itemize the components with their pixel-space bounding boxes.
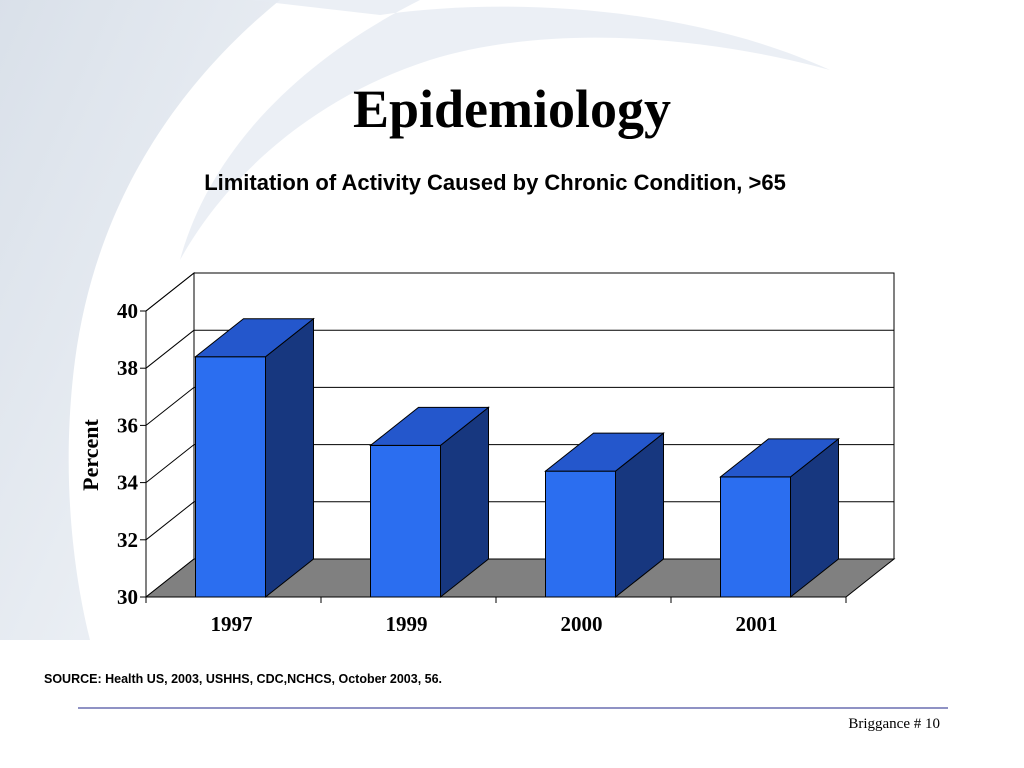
bar-top <box>544 432 665 472</box>
x-tick-label: 1999 <box>386 612 428 636</box>
y-tick-label: 34 <box>117 471 139 495</box>
y-tick-labels: 30 32 34 36 38 40 <box>117 299 139 609</box>
x-tick-labels: 1997 1999 2000 2001 <box>211 612 778 636</box>
y-tick-label: 30 <box>117 585 138 609</box>
bar-1999 <box>369 406 490 599</box>
chart-bars <box>194 317 840 599</box>
bar-top <box>369 406 490 446</box>
bar-front <box>195 356 266 598</box>
bar-front <box>370 444 441 598</box>
bar-top <box>719 438 840 478</box>
y-axis-label: Percent <box>78 419 103 491</box>
y-tick-label: 38 <box>117 356 138 380</box>
source-note: SOURCE: Health US, 2003, USHHS, CDC,NCHC… <box>44 672 443 686</box>
x-tick-label: 1997 <box>211 612 253 636</box>
gridline-side <box>145 329 195 369</box>
bar-side <box>265 317 314 599</box>
gridline-side <box>145 272 195 312</box>
y-tick-label: 40 <box>117 299 138 323</box>
gridline-side <box>145 444 195 483</box>
gridline-side <box>145 501 195 541</box>
x-tick-label: 2000 <box>561 612 603 636</box>
page-number: Briggance # 10 <box>848 716 940 732</box>
bar-top <box>194 318 315 358</box>
gridline-side <box>145 387 195 426</box>
footer-divider <box>78 707 948 709</box>
y-tick-label: 32 <box>117 528 138 552</box>
bar-1997 <box>194 317 315 599</box>
side-wall-panel <box>145 271 195 599</box>
x-tick-label: 2001 <box>736 612 778 636</box>
bar-2001 <box>719 437 840 599</box>
chart-title: Limitation of Activity Caused by Chronic… <box>204 170 786 195</box>
y-tick-label: 36 <box>117 413 138 437</box>
bar-front <box>720 476 791 598</box>
bar-front <box>545 470 616 598</box>
bar-2000 <box>544 432 665 599</box>
slide-title: Epidemiology <box>352 79 672 139</box>
